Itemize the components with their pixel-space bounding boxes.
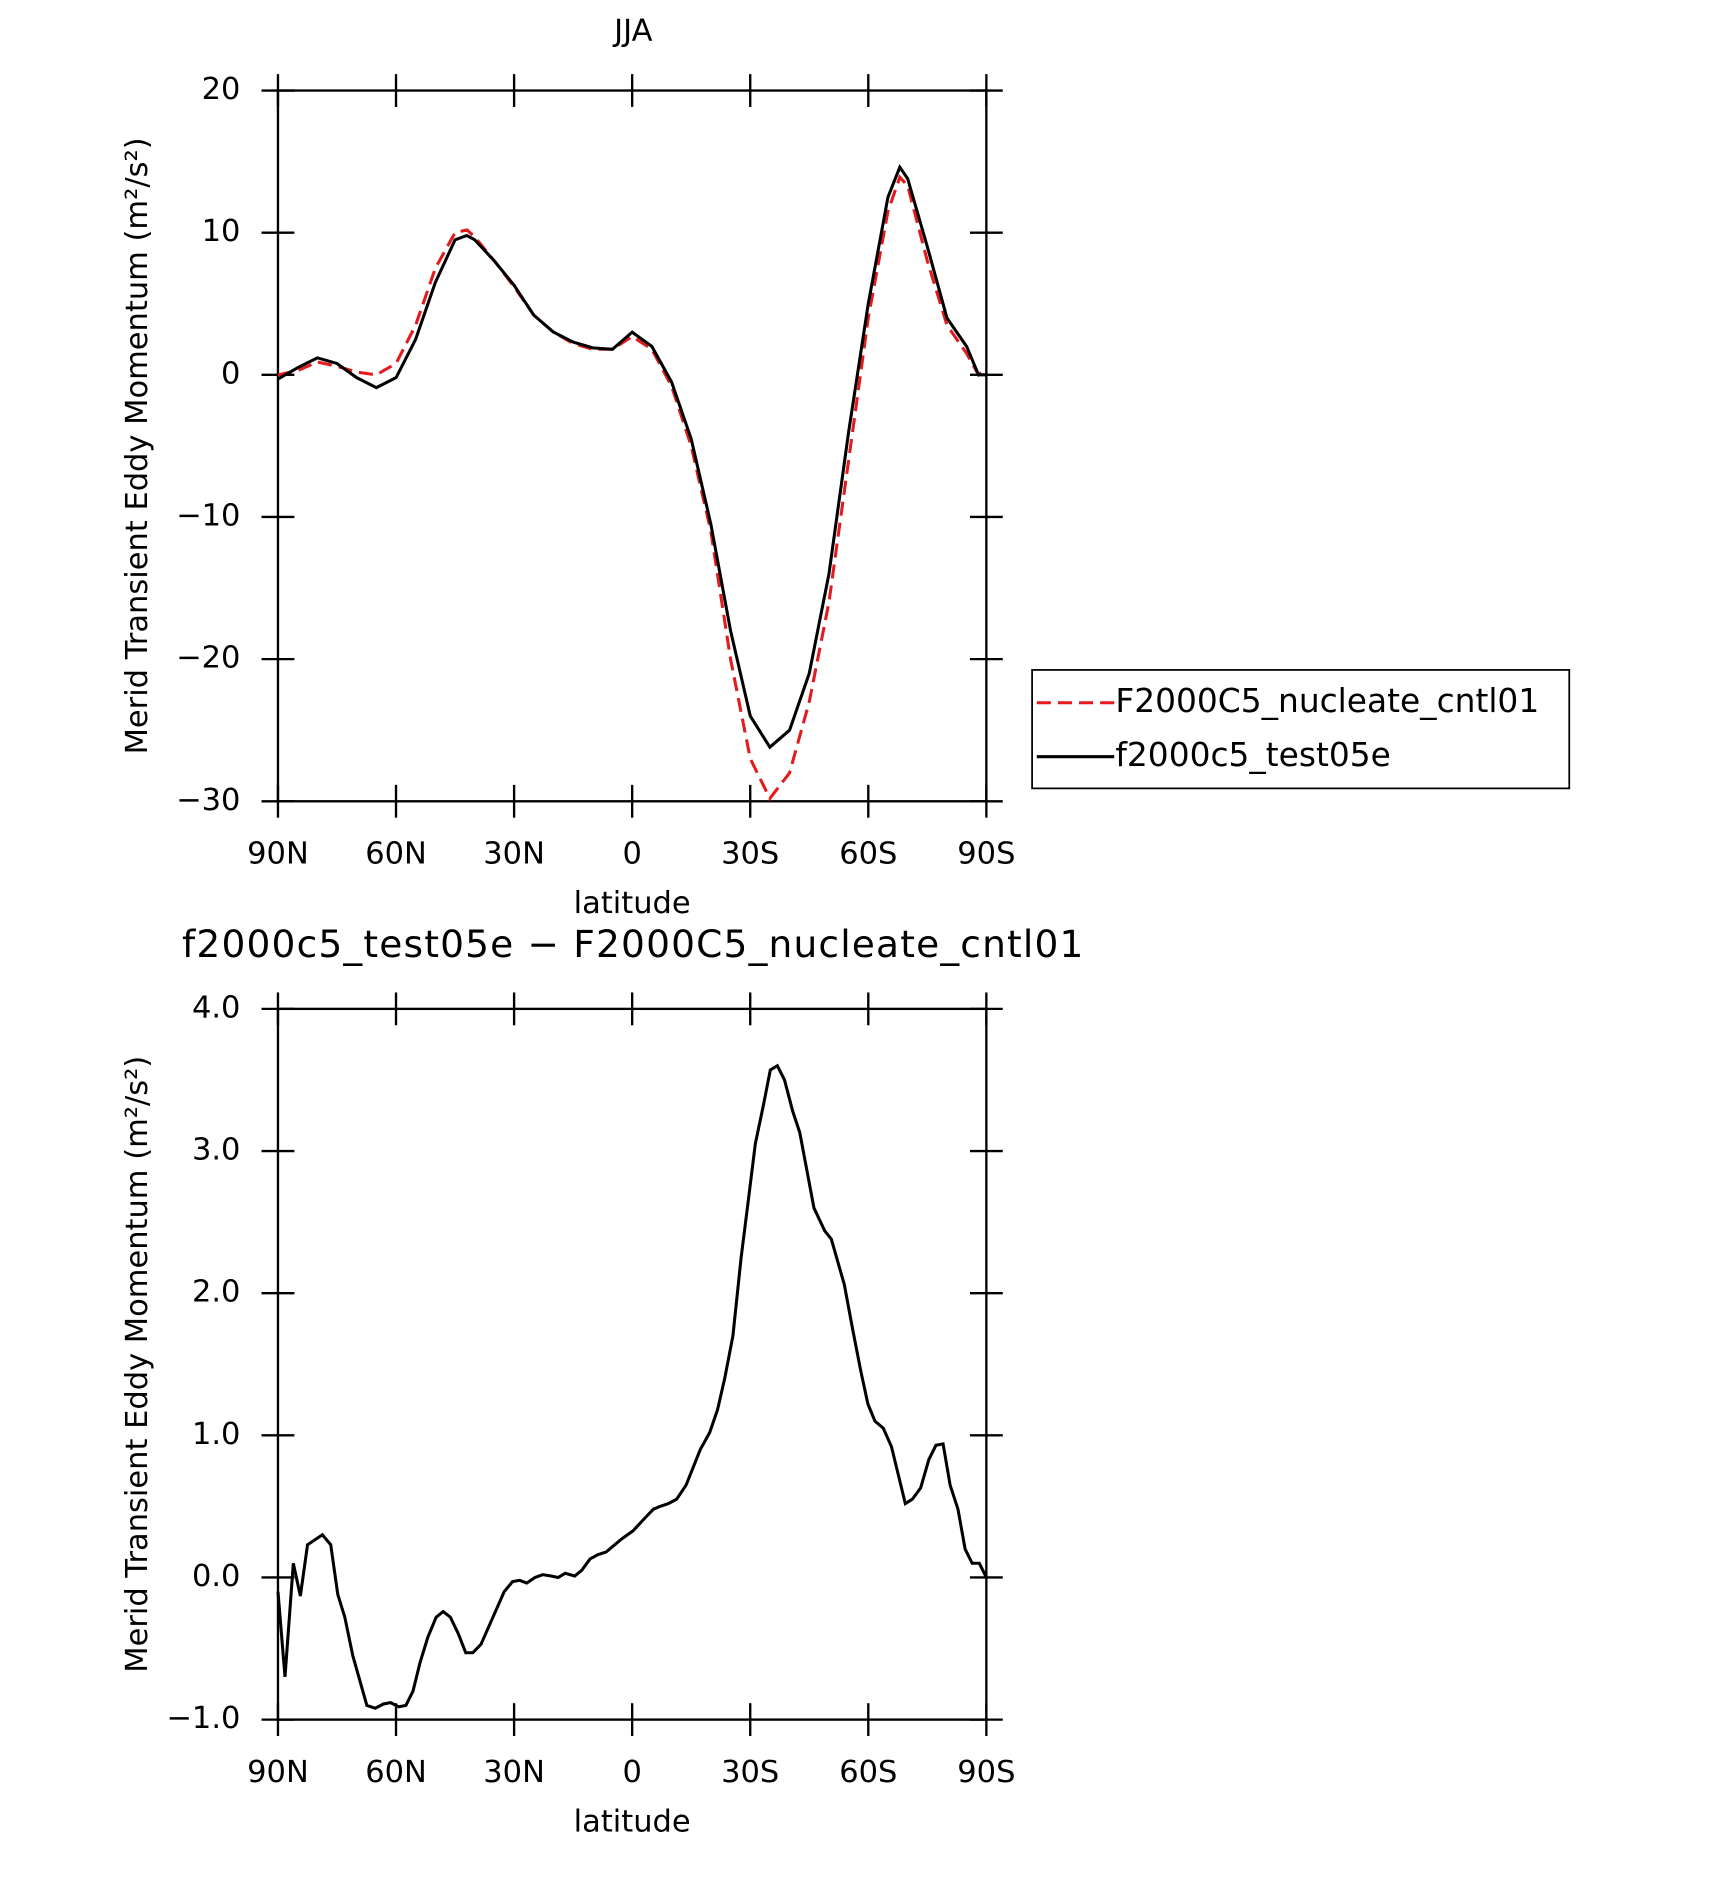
y-tick-label: −20 [176,641,240,676]
y-tick-label: 3.0 [192,1133,240,1168]
x-tick-label: 30N [483,1755,545,1790]
y-tick-label: 20 [202,72,241,107]
x-tick-label: 60S [839,837,897,872]
y-tick-label: 2.0 [192,1275,240,1310]
plot-frame [276,89,988,803]
y-tick-label: −1.0 [166,1701,240,1736]
x-axis-label: latitude [574,886,691,921]
x-tick-label: 90S [957,1755,1015,1790]
y-tick-label: −10 [176,498,240,533]
x-tick-label: 60N [365,1755,427,1790]
y-tick-label: −30 [176,783,240,818]
x-tick-label: 0 [622,837,641,872]
x-tick-label: 30S [721,837,779,872]
y-tick-label: 0.0 [192,1559,240,1594]
x-tick-label: 90N [247,1755,309,1790]
y-tick-label: 1.0 [192,1417,240,1452]
legend-label: f2000c5_test05e [1115,736,1390,774]
data-line [277,174,988,802]
legend-box [1031,669,1571,790]
x-tick-label: 30S [721,1755,779,1790]
data-line [276,1063,988,1710]
data-line [277,164,987,750]
x-tick-label: 60N [365,837,427,872]
y-tick-label: 0 [221,356,240,391]
x-tick-label: 0 [622,1755,641,1790]
y-tick-label: 10 [202,214,241,249]
plot-frame [276,1007,988,1721]
x-axis-label: latitude [574,1804,691,1839]
x-tick-label: 90N [247,837,309,872]
y-axis-label: Merid Transient Eddy Momentum (m²/s²) [120,1056,155,1673]
chart-title: JJA [612,13,652,48]
y-axis-label: Merid Transient Eddy Momentum (m²/s²) [120,137,155,754]
x-tick-label: 90S [957,837,1015,872]
x-tick-label: 30N [483,837,545,872]
chart-title: f2000c5_test05e − F2000C5_nucleate_cntl0… [182,922,1085,966]
x-tick-label: 60S [839,1755,897,1790]
y-tick-label: 4.0 [192,990,240,1025]
legend-label: F2000C5_nucleate_cntl01 [1115,682,1539,720]
